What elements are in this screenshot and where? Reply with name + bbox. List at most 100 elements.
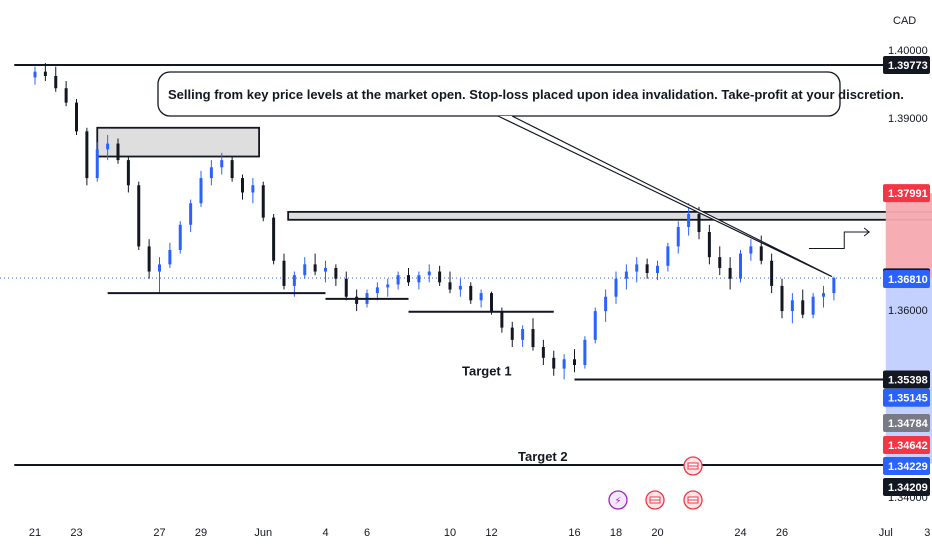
candle-body (780, 285, 784, 312)
time-tick: 3 (924, 527, 930, 539)
candle-body (832, 278, 836, 294)
candle-body (417, 275, 421, 283)
candle-body (375, 287, 379, 294)
candle-body (531, 329, 535, 348)
candle-body (189, 203, 193, 225)
candle-body (43, 71, 47, 76)
candle-body (552, 357, 556, 369)
supply-zone-0 (96, 126, 261, 158)
stop-loss-area[interactable] (885, 193, 932, 279)
price-tag-label: 1.37991 (888, 188, 928, 200)
price-tick: 1.36000 (888, 305, 928, 317)
candle-body (137, 185, 141, 247)
price-tag-stop (883, 184, 930, 203)
price-tick: 1.40000 (888, 45, 928, 57)
price-tag-label: 1.35145 (888, 393, 928, 405)
candle-body (209, 167, 213, 179)
time-tick: 29 (195, 527, 207, 539)
price-axis[interactable]: CAD 1.400001.390001.360001.340001.397731… (883, 15, 930, 504)
price-tag-line (883, 370, 930, 389)
time-tick: 10 (444, 527, 456, 539)
candle-body (313, 264, 317, 272)
us-flag-icon[interactable] (645, 490, 665, 510)
candle-body (116, 143, 120, 161)
candle-body (739, 253, 742, 279)
time-tick: 21 (29, 527, 41, 539)
us-flag-icon[interactable] (683, 456, 703, 476)
projection-path (808, 231, 870, 250)
candle-body (407, 275, 410, 283)
candle-body (178, 224, 182, 250)
svg-text:⚡: ⚡ (614, 496, 621, 507)
price-tag-grey (883, 414, 930, 432)
lightning-icon[interactable]: ⚡ (608, 490, 628, 510)
supply-zone-1 (287, 210, 932, 221)
candle-body (95, 149, 99, 179)
candle-body (33, 71, 37, 78)
candle-body (479, 293, 483, 301)
candle-body (707, 232, 711, 258)
price-tag-label: 1.39773 (888, 60, 928, 72)
price-tag-current (883, 270, 930, 288)
candle-body (593, 311, 597, 340)
candle-body (448, 282, 452, 290)
candle-body (728, 267, 732, 279)
candle-body (510, 327, 514, 340)
candle-body (469, 285, 473, 301)
candle-body (220, 160, 224, 168)
time-tick: 18 (610, 527, 622, 539)
candle-body (251, 185, 255, 193)
time-tick: 23 (70, 527, 82, 539)
candle-body (822, 293, 825, 297)
candle-body (521, 329, 525, 340)
candle-body (790, 300, 794, 312)
candle-body (324, 267, 327, 272)
candle-body (168, 249, 172, 265)
candle-body (334, 267, 338, 279)
price-tag-line (883, 56, 930, 74)
candle-body (241, 178, 244, 193)
candle-body (54, 75, 58, 89)
candle-body (635, 264, 639, 272)
price-tag-label: 1.34642 (888, 440, 928, 452)
annotation-layer: Selling from key price levels at the mar… (157, 71, 904, 278)
price-tick: 1.39000 (888, 113, 928, 125)
candle-body (158, 264, 161, 272)
candle-body (64, 88, 68, 103)
candle-body (303, 264, 307, 276)
time-tick: 6 (364, 527, 370, 539)
candle-body (292, 275, 296, 286)
time-axis[interactable]: 21232729Jun4610121618202426Jul3791115 (29, 527, 932, 539)
currency-label: CAD (893, 15, 916, 27)
candle-body (656, 265, 659, 273)
candles-layer (33, 63, 836, 380)
time-tick: 24 (734, 527, 746, 539)
zones-layer (96, 126, 932, 221)
price-tag-label: 1.34209 (888, 482, 928, 494)
candle-body (676, 226, 680, 247)
event-icons: ⚡ (608, 456, 703, 510)
annotation-text: Selling from key price levels at the mar… (168, 87, 904, 102)
candle-body (645, 264, 649, 273)
time-tick: 4 (322, 527, 328, 539)
candle-body (614, 278, 618, 297)
price-tag-red (883, 436, 930, 454)
candle-body (85, 131, 89, 179)
candle-body (811, 296, 815, 315)
candle-body (573, 359, 576, 365)
time-tick: 12 (485, 527, 497, 539)
projection-arrowhead (863, 227, 870, 237)
annotation-pointer (497, 115, 833, 278)
time-tick: 20 (651, 527, 663, 539)
candle-body (541, 347, 545, 358)
candle-body (75, 102, 78, 132)
candle-body (687, 214, 691, 227)
ca-flag-icon[interactable] (683, 490, 703, 510)
time-tick: Jun (254, 527, 272, 539)
price-tag-label: 1.35398 (888, 375, 928, 387)
candle-body (106, 143, 110, 150)
candle-body (344, 278, 348, 297)
price-tag-label: 1.34229 (888, 461, 928, 473)
candle-body (282, 260, 286, 286)
